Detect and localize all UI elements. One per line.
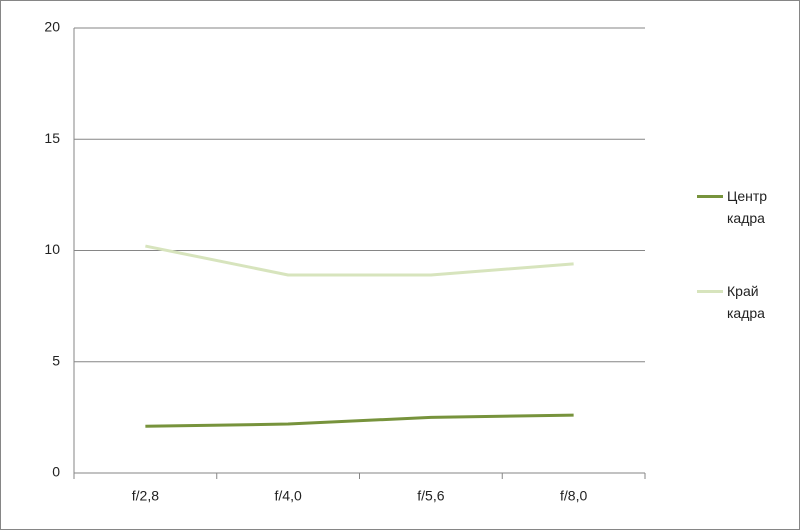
x-tick-label: f/4,0 (275, 488, 302, 504)
legend-label: Край кадра (727, 283, 765, 321)
y-tick-label: 10 (44, 241, 60, 257)
y-tick-label: 20 (44, 19, 60, 35)
y-tick-label: 15 (44, 130, 60, 146)
series-line (145, 413, 574, 428)
x-tick-label: f/5,6 (417, 488, 444, 504)
x-tick-label: f/2,8 (132, 488, 159, 504)
legend-item: Край кадра (697, 280, 787, 324)
y-tick-label: 5 (52, 352, 60, 368)
series-line (145, 244, 574, 277)
legend-swatch (697, 195, 723, 198)
y-tick-label: 0 (52, 464, 60, 480)
legend-label: Центр кадра (727, 188, 768, 226)
legend-swatch (697, 290, 723, 293)
legend-item: Центр кадра (697, 185, 787, 229)
x-tick-label: f/8,0 (560, 488, 587, 504)
